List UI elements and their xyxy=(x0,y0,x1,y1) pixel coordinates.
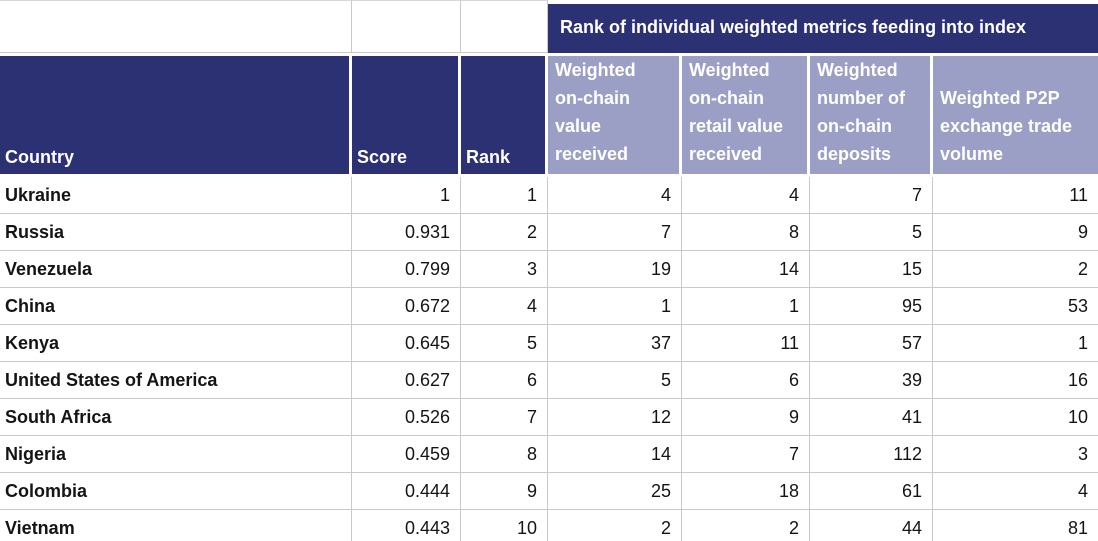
cell-country: Vietnam xyxy=(0,510,352,541)
cell-deposits-rank: 44 xyxy=(810,510,933,541)
cell-country: Colombia xyxy=(0,473,352,510)
cell-retail-value-rank: 1 xyxy=(682,288,810,325)
table-row: Nigeria 0.459 8 14 7 112 3 xyxy=(0,436,1098,473)
cell-country: Kenya xyxy=(0,325,352,362)
col-header-country: Country xyxy=(0,53,352,177)
cell-onchain-value-rank: 1 xyxy=(548,288,682,325)
cell-retail-value-rank: 14 xyxy=(682,251,810,288)
cell-p2p-volume-rank: 11 xyxy=(933,177,1098,214)
col-header-score: Score xyxy=(352,53,461,177)
column-header-row: Country Score Rank Weighted on-chain val… xyxy=(0,53,1098,177)
cell-p2p-volume-rank: 10 xyxy=(933,399,1098,436)
cell-country: China xyxy=(0,288,352,325)
cell-rank: 10 xyxy=(461,510,548,541)
cell-deposits-rank: 57 xyxy=(810,325,933,362)
cell-score: 0.799 xyxy=(352,251,461,288)
col-header-weighted-onchain-value: Weighted on-chain value received xyxy=(548,53,682,177)
cell-deposits-rank: 7 xyxy=(810,177,933,214)
table-row: China 0.672 4 1 1 95 53 xyxy=(0,288,1098,325)
col-header-weighted-retail-value: Weighted on-chain retail value received xyxy=(682,53,810,177)
cell-rank: 8 xyxy=(461,436,548,473)
cell-deposits-rank: 41 xyxy=(810,399,933,436)
cell-rank: 7 xyxy=(461,399,548,436)
cell-onchain-value-rank: 37 xyxy=(548,325,682,362)
table-row: South Africa 0.526 7 12 9 41 10 xyxy=(0,399,1098,436)
cell-retail-value-rank: 4 xyxy=(682,177,810,214)
cell-onchain-value-rank: 19 xyxy=(548,251,682,288)
cell-onchain-value-rank: 4 xyxy=(548,177,682,214)
cell-p2p-volume-rank: 9 xyxy=(933,214,1098,251)
cell-country: Nigeria xyxy=(0,436,352,473)
cell-score: 1 xyxy=(352,177,461,214)
cell-rank: 6 xyxy=(461,362,548,399)
table-row: Ukraine 1 1 4 4 7 11 xyxy=(0,177,1098,214)
cell-score: 0.444 xyxy=(352,473,461,510)
cell-retail-value-rank: 6 xyxy=(682,362,810,399)
cell-onchain-value-rank: 5 xyxy=(548,362,682,399)
cell-score: 0.627 xyxy=(352,362,461,399)
blank-cell-country xyxy=(0,0,352,53)
blank-cell-score xyxy=(352,0,461,53)
cell-p2p-volume-rank: 81 xyxy=(933,510,1098,541)
cell-deposits-rank: 5 xyxy=(810,214,933,251)
cell-deposits-rank: 39 xyxy=(810,362,933,399)
cell-onchain-value-rank: 25 xyxy=(548,473,682,510)
cell-country: South Africa xyxy=(0,399,352,436)
cell-p2p-volume-rank: 1 xyxy=(933,325,1098,362)
cell-country: Russia xyxy=(0,214,352,251)
table-row: Colombia 0.444 9 25 18 61 4 xyxy=(0,473,1098,510)
cell-rank: 4 xyxy=(461,288,548,325)
cell-p2p-volume-rank: 53 xyxy=(933,288,1098,325)
metrics-banner: Rank of individual weighted metrics feed… xyxy=(548,0,1098,53)
cell-onchain-value-rank: 12 xyxy=(548,399,682,436)
cell-onchain-value-rank: 14 xyxy=(548,436,682,473)
cell-score: 0.645 xyxy=(352,325,461,362)
cell-score: 0.672 xyxy=(352,288,461,325)
cell-rank: 3 xyxy=(461,251,548,288)
cell-score: 0.459 xyxy=(352,436,461,473)
cell-deposits-rank: 95 xyxy=(810,288,933,325)
col-header-weighted-deposits: Weighted number of on-chain deposits xyxy=(810,53,933,177)
cell-onchain-value-rank: 2 xyxy=(548,510,682,541)
cell-country: Ukraine xyxy=(0,177,352,214)
cell-retail-value-rank: 8 xyxy=(682,214,810,251)
table-row: United States of America 0.627 6 5 6 39 … xyxy=(0,362,1098,399)
cell-rank: 9 xyxy=(461,473,548,510)
table-row: Vietnam 0.443 10 2 2 44 81 xyxy=(0,510,1098,541)
cell-p2p-volume-rank: 4 xyxy=(933,473,1098,510)
cell-deposits-rank: 112 xyxy=(810,436,933,473)
cell-score: 0.443 xyxy=(352,510,461,541)
blank-cell-rank xyxy=(461,0,548,53)
cell-rank: 5 xyxy=(461,325,548,362)
cell-deposits-rank: 15 xyxy=(810,251,933,288)
cell-score: 0.931 xyxy=(352,214,461,251)
cell-onchain-value-rank: 7 xyxy=(548,214,682,251)
cell-retail-value-rank: 9 xyxy=(682,399,810,436)
table-row: Venezuela 0.799 3 19 14 15 2 xyxy=(0,251,1098,288)
cell-deposits-rank: 61 xyxy=(810,473,933,510)
cell-p2p-volume-rank: 16 xyxy=(933,362,1098,399)
cell-retail-value-rank: 18 xyxy=(682,473,810,510)
cell-score: 0.526 xyxy=(352,399,461,436)
banner-row: Rank of individual weighted metrics feed… xyxy=(0,0,1098,53)
cell-p2p-volume-rank: 3 xyxy=(933,436,1098,473)
cell-rank: 1 xyxy=(461,177,548,214)
cell-rank: 2 xyxy=(461,214,548,251)
cell-country: Venezuela xyxy=(0,251,352,288)
table-row: Russia 0.931 2 7 8 5 9 xyxy=(0,214,1098,251)
table-row: Kenya 0.645 5 37 11 57 1 xyxy=(0,325,1098,362)
col-header-weighted-p2p-volume: Weighted P2P exchange trade volume xyxy=(933,53,1098,177)
cell-country: United States of America xyxy=(0,362,352,399)
cell-retail-value-rank: 11 xyxy=(682,325,810,362)
table-body: Ukraine 1 1 4 4 7 11 Russia 0.931 2 7 8 … xyxy=(0,177,1098,541)
cell-p2p-volume-rank: 2 xyxy=(933,251,1098,288)
col-header-rank: Rank xyxy=(461,53,548,177)
cell-retail-value-rank: 7 xyxy=(682,436,810,473)
cell-retail-value-rank: 2 xyxy=(682,510,810,541)
